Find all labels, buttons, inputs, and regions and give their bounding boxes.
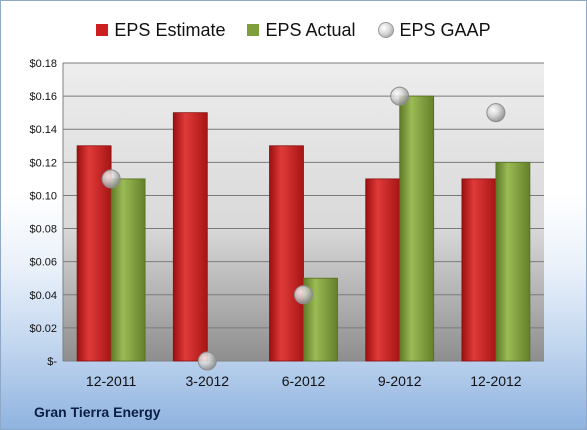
marker-eps-gaap xyxy=(390,86,410,106)
bar-eps-actual xyxy=(399,95,435,362)
y-tick-label: $0.16 xyxy=(29,91,57,103)
bar-eps-estimate xyxy=(172,112,208,362)
x-tick-label: 12-2011 xyxy=(86,373,137,389)
y-tick-label: $0.02 xyxy=(29,323,57,335)
x-tick-label: 6-2012 xyxy=(282,373,326,389)
y-tick-label: $0.18 xyxy=(29,58,57,70)
marker-eps-gaap xyxy=(101,169,121,189)
marker-eps-gaap xyxy=(197,351,217,371)
bar-eps-estimate xyxy=(365,178,401,362)
legend-item-gaap: EPS GAAP xyxy=(377,19,491,41)
y-tick-label: $0.08 xyxy=(29,224,57,236)
legend-swatch-gaap xyxy=(377,22,394,38)
y-tick-label: $0.12 xyxy=(29,157,57,169)
legend-label-actual: EPS Actual xyxy=(265,19,356,40)
legend-swatch-estimate xyxy=(96,24,109,36)
x-tick-label: 3-2012 xyxy=(186,373,230,389)
legend-label-estimate: EPS Estimate xyxy=(114,19,226,40)
marker-eps-gaap xyxy=(294,285,313,305)
company-name: Gran Tierra Energy xyxy=(34,404,161,420)
y-tick-label: $0.10 xyxy=(29,190,57,202)
legend-swatch-actual xyxy=(247,24,260,36)
legend: EPS Estimate EPS Actual EPS GAAP xyxy=(1,17,586,43)
y-tick-label: $0.06 xyxy=(29,257,57,269)
y-tick-label: $- xyxy=(47,356,57,368)
legend-label-gaap: EPS GAAP xyxy=(399,19,491,40)
x-tick-label: 12-2012 xyxy=(470,373,522,389)
marker-eps-gaap xyxy=(486,103,506,123)
legend-item-actual: EPS Actual xyxy=(247,19,356,41)
bar-eps-actual xyxy=(495,161,531,362)
bar-eps-estimate xyxy=(269,145,304,362)
bar-eps-estimate xyxy=(461,178,497,362)
x-tick-label: 9-2012 xyxy=(378,373,422,389)
legend-item-estimate: EPS Estimate xyxy=(96,20,225,41)
y-tick-label: $0.14 xyxy=(29,124,57,136)
y-tick-label: $0.04 xyxy=(29,290,57,302)
bar-eps-actual xyxy=(110,178,146,362)
